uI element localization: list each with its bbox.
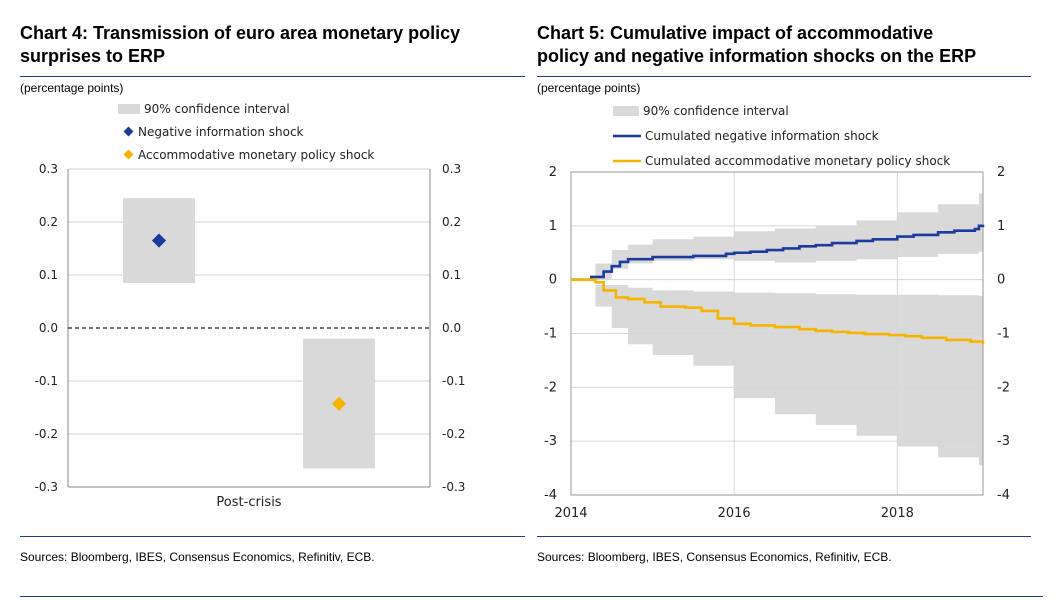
chart4-source-rule — [20, 536, 525, 537]
y-tick-right: -4 — [997, 488, 1010, 503]
y-tick-left: -4 — [544, 488, 557, 503]
chart4-source: Sources: Bloomberg, IBES, Consensus Econ… — [20, 550, 375, 564]
legend-gold-label: Cumulated accommodative monetary policy … — [645, 154, 950, 168]
y-tick-left: -0.2 — [35, 427, 58, 441]
y-tick-left: 0.0 — [39, 321, 58, 335]
chart5-unit-label: (percentage points) — [537, 81, 641, 95]
plot-frame — [570, 171, 984, 496]
series-line-navy — [571, 224, 985, 281]
y-tick-left: 0.1 — [39, 268, 58, 282]
x-category-label: Post-crisis — [216, 495, 281, 510]
legend-ci-swatch — [613, 106, 639, 116]
y-tick-right: 1 — [997, 219, 1005, 234]
chart5-source-rule — [537, 536, 1031, 537]
y-tick-left: 1 — [549, 219, 557, 234]
y-tick-right: -0.1 — [442, 374, 465, 388]
series-line-gold — [571, 278, 985, 345]
chart5-source: Sources: Bloomberg, IBES, Consensus Econ… — [537, 550, 892, 564]
y-tick-right: 2 — [997, 165, 1005, 180]
point-navy — [151, 233, 167, 248]
y-tick-left: -0.3 — [35, 480, 58, 494]
chart5-title-line2: policy and negative information shocks o… — [537, 46, 977, 66]
legend-navy-label: Negative information shock — [138, 125, 304, 139]
ci-band-gold — [571, 279, 983, 469]
y-tick-right: 0.3 — [442, 162, 461, 176]
chart4-title-rule — [20, 76, 525, 77]
chart4-title-line2: surprises to ERP — [20, 46, 166, 66]
y-tick-right: -3 — [997, 434, 1010, 449]
chart5-title-line1: Chart 5: Cumulative impact of accommodat… — [537, 23, 934, 43]
x-tick-label: 2018 — [881, 506, 914, 521]
chart4-title-line1: Chart 4: Transmission of euro area monet… — [20, 23, 461, 43]
legend-ci-label: 90% confidence interval — [643, 104, 789, 118]
page-bottom-rule — [20, 596, 1043, 597]
y-tick-left: 0.2 — [39, 215, 58, 229]
legend-ci-swatch — [118, 104, 140, 114]
chart4-plot: 90% confidence interval Negative informat… — [35, 102, 466, 510]
y-tick-left: 2 — [549, 165, 557, 180]
chart4-unit-label: (percentage points) — [20, 81, 124, 95]
legend-navy-marker — [123, 126, 134, 137]
y-tick-left: 0.3 — [39, 162, 58, 176]
y-tick-left: -0.1 — [35, 374, 58, 388]
point-gold — [331, 396, 347, 411]
y-tick-right: -0.2 — [442, 427, 465, 441]
y-tick-left: -2 — [544, 380, 557, 395]
y-tick-right: -2 — [997, 380, 1010, 395]
y-tick-left: -1 — [544, 327, 557, 342]
legend-navy-label: Cumulated negative information shock — [645, 129, 879, 143]
chart4-title: Chart 4: Transmission of euro area monet… — [20, 22, 460, 68]
x-tick-label: 2016 — [718, 506, 751, 521]
y-tick-right: -0.3 — [442, 480, 465, 494]
y-tick-right: 0 — [997, 273, 1005, 288]
y-tick-right: 0.1 — [442, 268, 461, 282]
y-tick-right: 0.0 — [442, 321, 461, 335]
chart5-title-rule — [537, 76, 1031, 77]
y-tick-left: 0 — [549, 273, 557, 288]
legend-ci-label: 90% confidence interval — [144, 102, 290, 116]
legend-gold-marker — [123, 149, 134, 160]
x-tick-label: 2014 — [554, 506, 587, 521]
chart5-plot: 90% confidence interval Cumulated negativ… — [544, 104, 1010, 521]
chart5-title: Chart 5: Cumulative impact of accommodat… — [537, 22, 976, 68]
y-tick-right: 0.2 — [442, 215, 461, 229]
y-tick-left: -3 — [544, 434, 557, 449]
y-tick-right: -1 — [997, 327, 1010, 342]
legend-gold-label: Accommodative monetary policy shock — [138, 148, 374, 162]
